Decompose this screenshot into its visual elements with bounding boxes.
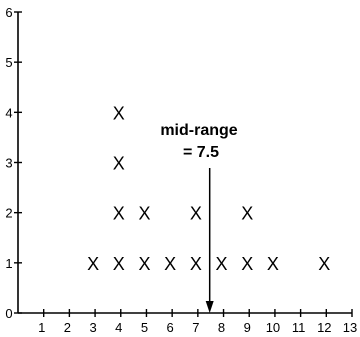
x-tick-label: 8 [218, 320, 225, 335]
x-tick-label: 6 [167, 320, 174, 335]
y-tick-label: 0 [5, 306, 12, 321]
x-tick-label: 12 [317, 320, 331, 335]
y-tick-label: 3 [5, 156, 12, 171]
x-tick-label: 4 [115, 320, 122, 335]
x-tick-label: 1 [38, 320, 45, 335]
data-point: X [318, 254, 330, 274]
data-point: X [241, 204, 253, 224]
data-point: X [113, 254, 125, 274]
data-point: X [241, 254, 253, 274]
y-tick-label: 1 [5, 256, 12, 271]
annotation-line-2: = 7.5 [183, 144, 219, 161]
x-tick-label: 5 [141, 320, 148, 335]
x-tick-label: 10 [266, 320, 280, 335]
data-point: X [190, 204, 202, 224]
data-point: X [113, 204, 125, 224]
data-point: X [216, 254, 228, 274]
data-point: X [87, 254, 99, 274]
y-ticks: 0 1 2 3 4 5 6 [5, 5, 22, 321]
data-point: X [267, 254, 279, 274]
data-point: X [164, 254, 176, 274]
y-tick-label: 5 [5, 55, 12, 70]
y-tick-label: 2 [5, 206, 12, 221]
annotation-line-1: mid-range [160, 122, 237, 139]
data-point: X [113, 103, 125, 123]
annotation-arrowhead [205, 301, 214, 313]
x-tick-label: 2 [64, 320, 71, 335]
mid-range-annotation: mid-range = 7.5 [160, 122, 238, 313]
x-tick-label: 7 [192, 320, 199, 335]
y-tick-label: 4 [5, 105, 12, 120]
data-point: X [138, 204, 150, 224]
x-tick-label: 3 [89, 320, 96, 335]
data-point: X [138, 254, 150, 274]
data-point: X [113, 154, 125, 174]
data-point: X [190, 254, 202, 274]
x-ticks: 1 2 3 4 5 6 7 8 9 10 11 12 13 [38, 309, 357, 335]
x-tick-label: 13 [343, 320, 357, 335]
x-tick-label: 11 [292, 320, 306, 335]
y-tick-label: 6 [5, 5, 12, 20]
x-tick-label: 9 [244, 320, 251, 335]
